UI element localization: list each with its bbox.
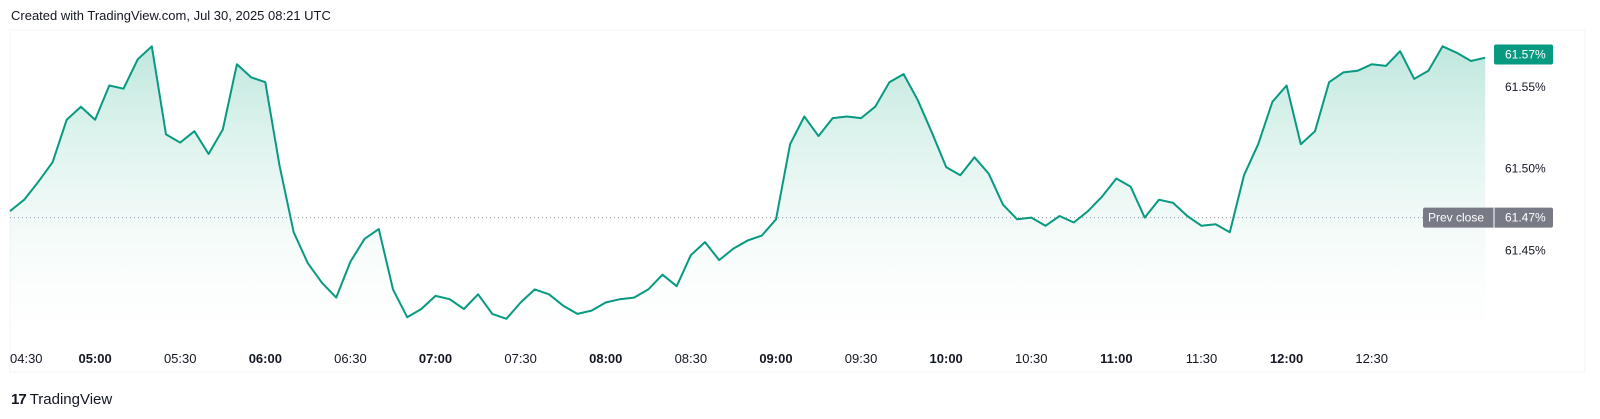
plot-frame <box>9 29 1586 373</box>
time-axis-label: 08:30 <box>675 351 708 366</box>
time-axis-label: 11:00 <box>1100 351 1133 366</box>
price-axis-label: 61.45% <box>1505 243 1546 257</box>
time-axis-label: 12:00 <box>1270 351 1303 366</box>
time-axis-label: 10:30 <box>1015 351 1048 366</box>
time-axis-label: 07:30 <box>504 351 537 366</box>
time-axis-label: 04:30 <box>10 351 43 366</box>
area-fill <box>10 46 1486 341</box>
price-badges: Prev close 61.47% 61.57% <box>1423 44 1553 228</box>
time-axis-label: 09:30 <box>845 351 878 366</box>
time-axis-label: 06:30 <box>334 351 367 366</box>
time-axis: 04:30 05:00 05:30 06:00 06:30 07:00 07:30 08:00… <box>10 351 1388 366</box>
price-line <box>9 45 1486 320</box>
area-fill-layer <box>10 46 1486 341</box>
chart-credit-header: Created with TradingView.com, Jul 30, 20… <box>11 8 331 23</box>
price-line-layer <box>9 45 1486 320</box>
time-axis-label: 07:00 <box>419 351 452 366</box>
time-axis-label: 09:00 <box>759 351 792 366</box>
time-axis-label: 05:00 <box>78 351 111 366</box>
time-axis-label: 12:30 <box>1355 351 1388 366</box>
time-axis-label: 11:30 <box>1186 351 1218 366</box>
time-axis-label: 08:00 <box>589 351 622 366</box>
time-axis-label: 10:00 <box>930 351 963 366</box>
last-price-badge <box>1494 44 1553 65</box>
time-axis-label: 06:00 <box>249 351 282 366</box>
prev-close-badge <box>1423 207 1553 228</box>
price-axis: 61.45% 61.50% 61.55% <box>1505 80 1546 257</box>
price-axis-label: 61.50% <box>1505 162 1546 176</box>
tradingview-logo-icon: 17 <box>11 391 27 408</box>
price-axis-label: 61.55% <box>1505 80 1546 94</box>
prev-close-value: 61.47% <box>1505 211 1546 225</box>
prev-close-label: Prev close <box>1428 211 1484 225</box>
tradingview-logo-text: TradingView <box>29 391 113 408</box>
tradingview-logo[interactable]: 17 TradingView <box>11 391 112 408</box>
time-axis-label: 05:30 <box>164 351 197 366</box>
last-price-value: 61.57% <box>1505 47 1546 61</box>
